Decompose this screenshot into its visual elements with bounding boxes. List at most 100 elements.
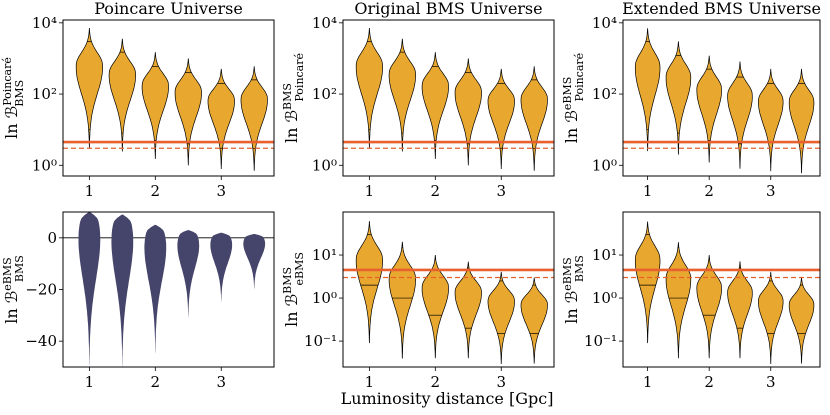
y-axis-label-sup: Poincaré — [1, 57, 14, 106]
y-axis-label-sub: BMS — [573, 255, 586, 282]
violin-2 — [111, 214, 134, 367]
panel-1: 1 2 3 10⁰ 10² 10⁴ Poincare Universe ln ℬPoincar… — [1, 0, 275, 200]
panel-title: Extended BMS Universe — [622, 0, 821, 18]
panel-title: Poincare Universe — [94, 0, 243, 18]
violin-5 — [210, 232, 233, 303]
y-tick-label: 10⁴ — [592, 14, 617, 32]
panel-frame — [342, 19, 555, 177]
panel-5: 1 2 3 10⁻¹ 10⁰ 10¹ ln ℬBMSeBMS — [281, 211, 555, 391]
y-axis-label-main: ln ℬ — [562, 110, 581, 143]
violin-1 — [355, 221, 383, 344]
violin-6 — [243, 234, 266, 290]
violin-6 — [240, 66, 268, 171]
violin-4 — [454, 261, 482, 359]
y-tick-label: 10⁻¹ — [584, 332, 617, 350]
y-axis-label: ln ℬeBMSPoincaré — [561, 53, 586, 143]
y-axis-label-sub: BMS — [13, 255, 26, 282]
y-tick-label: 10⁴ — [312, 14, 337, 32]
violin-3 — [421, 254, 449, 359]
violin-5 — [758, 68, 784, 172]
x-tick-label: 2 — [704, 182, 714, 200]
x-tick-label: 3 — [496, 182, 506, 200]
x-tick-label: 3 — [496, 373, 506, 391]
violin-4 — [174, 58, 202, 166]
panel-2: 1 2 3 10⁰ 10² 10⁴ Original BMS Universe ln ℬBMS… — [281, 0, 555, 200]
y-tick-label: 10¹ — [592, 246, 617, 264]
plot-area — [343, 27, 554, 171]
violin-2 — [665, 41, 692, 155]
x-tick-label: 1 — [365, 373, 375, 391]
violin-1 — [355, 27, 383, 149]
y-axis-label-sup: BMS — [281, 83, 294, 110]
y-axis-label-main: ln ℬ — [2, 106, 21, 139]
violin-5 — [487, 68, 515, 170]
violin-6 — [520, 66, 548, 171]
figure-xlabel: Luminosity distance [Gpc] — [341, 389, 554, 408]
y-tick-label: 10⁴ — [32, 14, 57, 32]
violin-4 — [177, 230, 200, 318]
violin-6 — [788, 68, 815, 174]
violin-1 — [78, 212, 101, 367]
x-tick-label: 1 — [643, 182, 653, 200]
y-tick-label: 10² — [32, 85, 57, 103]
violin-3 — [144, 224, 167, 355]
y-axis-label: ln ℬPoincaréBMS — [1, 57, 26, 139]
y-axis-label: ln ℬeBMSBMS — [1, 255, 26, 324]
y-tick-label: 10² — [592, 85, 617, 103]
x-tick-label: 1 — [85, 373, 95, 391]
x-tick-label: 1 — [365, 182, 375, 200]
violin-6 — [788, 277, 815, 364]
violin-3 — [141, 52, 169, 160]
panel-frame — [622, 211, 821, 368]
violin-3 — [696, 254, 722, 359]
y-tick-label: 10⁰ — [312, 156, 337, 174]
plot-area — [343, 221, 554, 364]
violin-2 — [388, 241, 416, 359]
panel-frame — [622, 19, 821, 177]
violin-1 — [634, 221, 661, 344]
y-axis-label-sup: eBMS — [561, 257, 574, 290]
plot-area — [63, 27, 274, 171]
x-tick-label: 2 — [704, 373, 714, 391]
y-axis-label-main: ln ℬ — [2, 291, 21, 324]
violin-2 — [388, 38, 416, 152]
x-tick-label: 3 — [766, 182, 776, 200]
violin-4 — [454, 58, 482, 166]
panel-3: 1 2 3 10⁰ 10² 10⁴ Extended BMS Universe ln ℬeBM… — [561, 0, 821, 200]
y-tick-label: 10⁰ — [592, 289, 617, 307]
y-axis-label: ln ℬBMSPoincaré — [281, 53, 306, 143]
y-axis-label-main: ln ℬ — [282, 294, 301, 327]
x-tick-label: 2 — [431, 182, 441, 200]
y-tick-label: 10⁰ — [592, 156, 617, 174]
plot-area — [623, 28, 820, 174]
y-axis-label-sub: BMS — [13, 80, 26, 107]
violin-4 — [727, 261, 753, 359]
x-tick-label: 2 — [151, 182, 161, 200]
violin-3 — [696, 55, 722, 163]
violin-5 — [207, 68, 235, 170]
violin-1 — [634, 28, 661, 152]
x-tick-label: 3 — [766, 373, 776, 391]
y-axis-label-sup: eBMS — [1, 257, 14, 290]
y-axis-label: ln ℬeBMSBMS — [561, 255, 586, 324]
y-axis-label-main: ln ℬ — [282, 110, 301, 143]
x-tick-label: 3 — [216, 373, 226, 391]
plot-area — [63, 212, 274, 367]
violin-4 — [727, 61, 753, 169]
plot-area — [623, 221, 820, 364]
violin-5 — [758, 271, 784, 364]
violin-5 — [487, 271, 515, 364]
x-tick-label: 3 — [216, 182, 226, 200]
x-tick-label: 1 — [643, 373, 653, 391]
y-tick-label: 10⁻¹ — [304, 332, 337, 350]
violin-3 — [421, 52, 449, 160]
y-axis-label-sub: eBMS — [293, 252, 306, 285]
violin-2 — [665, 242, 692, 359]
y-tick-label: −40 — [25, 332, 57, 350]
violin-2 — [108, 38, 136, 152]
x-tick-label: 2 — [431, 373, 441, 391]
y-axis-label-sub: Poincaré — [573, 53, 586, 102]
y-tick-label: 10⁰ — [312, 289, 337, 307]
